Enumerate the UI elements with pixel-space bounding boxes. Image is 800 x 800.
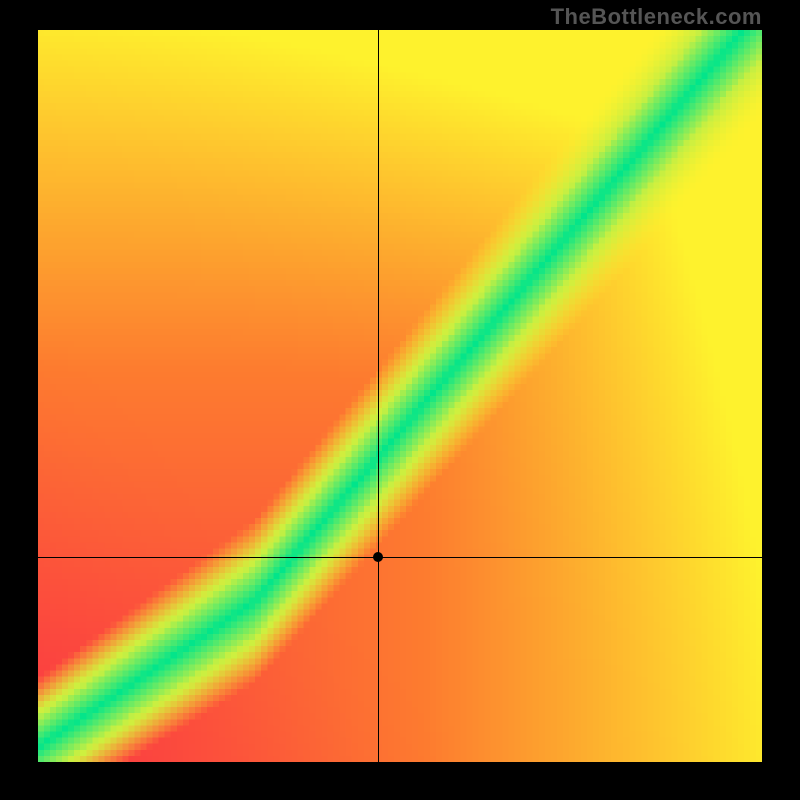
watermark-text: TheBottleneck.com: [551, 4, 762, 30]
bottleneck-heatmap: [38, 30, 762, 762]
crosshair-horizontal: [38, 557, 762, 558]
crosshair-vertical: [378, 30, 379, 762]
chart-container: TheBottleneck.com: [0, 0, 800, 800]
